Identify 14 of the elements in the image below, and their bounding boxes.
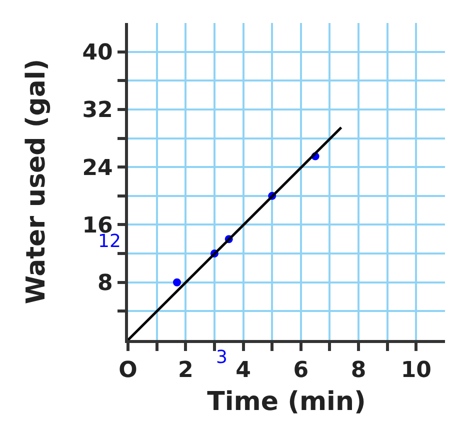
y-tick-label: 40: [82, 40, 113, 66]
x-tick-label: 8: [350, 358, 366, 384]
y-tick-label: 32: [82, 98, 113, 124]
x-tick-label: 2: [178, 358, 194, 384]
x-tick-label: 6: [293, 358, 309, 384]
x-tick-label: 10: [400, 358, 432, 384]
y-tick-label: 24: [82, 156, 113, 181]
text: 3: [216, 347, 228, 368]
point: [172, 278, 181, 286]
y-axis-title: Water used (gal): [22, 58, 52, 304]
x-tick-label: 4: [236, 358, 251, 384]
x-axis-title: Time (min): [207, 386, 366, 417]
y-tick-label: 8: [98, 271, 113, 296]
x-tick-label: O: [118, 358, 138, 384]
